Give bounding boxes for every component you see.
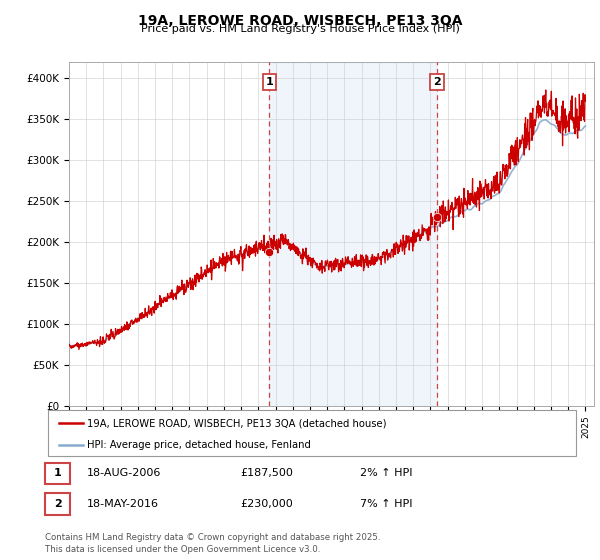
Text: £187,500: £187,500 [240,468,293,478]
Text: Price paid vs. HM Land Registry's House Price Index (HPI): Price paid vs. HM Land Registry's House … [140,24,460,34]
Text: 2: 2 [54,499,61,509]
Text: 18-MAY-2016: 18-MAY-2016 [87,499,159,509]
Text: 18-AUG-2006: 18-AUG-2006 [87,468,161,478]
Text: £230,000: £230,000 [240,499,293,509]
Text: 1: 1 [265,77,273,87]
Text: 1: 1 [54,468,61,478]
Bar [269,62,437,406]
Text: HPI: Average price, detached house, Fenland: HPI: Average price, detached house, Fenl… [87,440,311,450]
Text: 2% ↑ HPI: 2% ↑ HPI [360,468,413,478]
Text: 7% ↑ HPI: 7% ↑ HPI [360,499,413,509]
Text: 2: 2 [433,77,441,87]
Text: 19A, LEROWE ROAD, WISBECH, PE13 3QA: 19A, LEROWE ROAD, WISBECH, PE13 3QA [138,14,462,28]
Text: Contains HM Land Registry data © Crown copyright and database right 2025.
This d: Contains HM Land Registry data © Crown c… [45,533,380,554]
Text: 19A, LEROWE ROAD, WISBECH, PE13 3QA (detached house): 19A, LEROWE ROAD, WISBECH, PE13 3QA (det… [87,418,386,428]
